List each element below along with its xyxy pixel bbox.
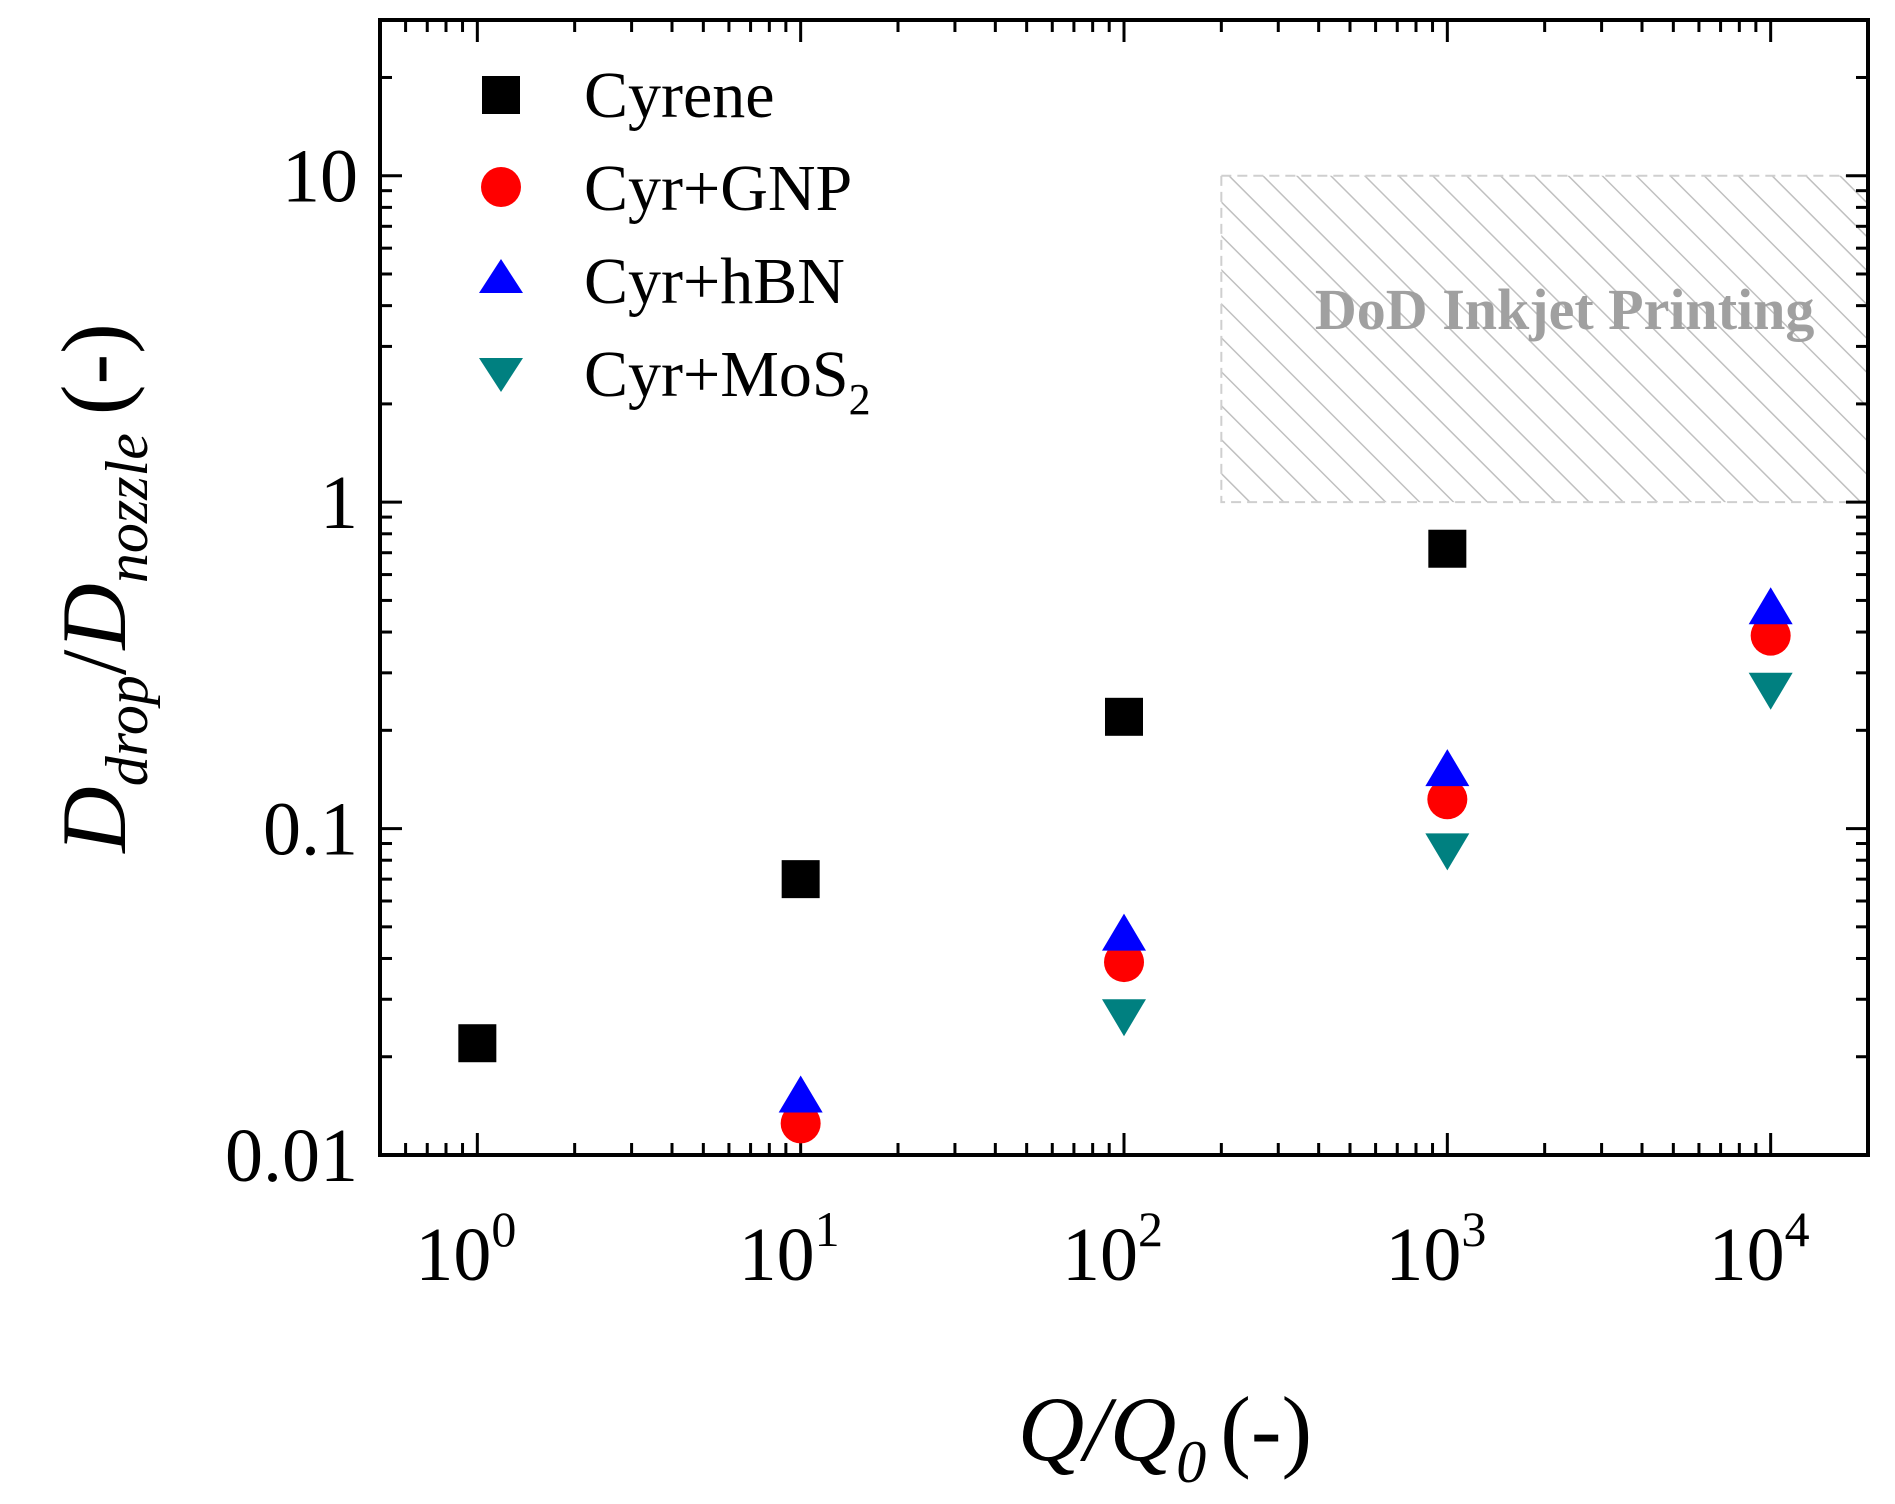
marker-cyr-hbn-10 bbox=[778, 1075, 823, 1113]
marker-cyr-hbn-100 bbox=[1102, 913, 1146, 951]
dod-region-hatch bbox=[1220, 174, 1870, 504]
legend-label-cyr-gnp: Cyr+GNP bbox=[584, 152, 852, 225]
y-tick-labels: 0.01 0.1 1 10 bbox=[225, 135, 358, 1198]
y-axis-title: Ddrop/Dnozzle(-) bbox=[43, 323, 160, 855]
marker-cyr-gnp-100 bbox=[1104, 942, 1144, 983]
x-tick-label-10^4: 104 bbox=[1709, 1201, 1810, 1297]
legend-marker-cyr-gnp bbox=[481, 167, 521, 207]
legend-label-cyr-hbn: Cyr+hBN bbox=[584, 245, 845, 318]
marker-cyr-mos-1000 bbox=[1425, 833, 1470, 871]
x-tick-label-10^2: 102 bbox=[1062, 1201, 1163, 1297]
legend: Cyrene Cyr+GNP Cyr+hBN Cyr+MoS2 bbox=[479, 59, 871, 424]
marker-cyrene-1000 bbox=[1428, 529, 1467, 568]
marker-cyrene-1 bbox=[458, 1024, 497, 1063]
y-tick-label-1: 1 bbox=[320, 461, 358, 545]
legend-marker-cyr-mos2 bbox=[479, 358, 523, 392]
y-tick-label-10: 10 bbox=[282, 135, 358, 219]
marker-cyr-hbn-10000 bbox=[1748, 587, 1793, 625]
x-tick-labels: 100 101 102 103 104 bbox=[415, 1201, 1809, 1297]
marker-cyrene-100 bbox=[1105, 697, 1143, 736]
legend-label-cyr-mos2: Cyr+MoS2 bbox=[584, 338, 871, 424]
data-markers bbox=[458, 529, 1793, 1144]
marker-cyr-mos-10000 bbox=[1748, 672, 1793, 710]
y-tick-label-0.01: 0.01 bbox=[225, 1114, 358, 1198]
legend-marker-cyr-hbn bbox=[479, 259, 523, 293]
legend-marker-cyrene bbox=[482, 76, 520, 114]
marker-cyr-gnp-10 bbox=[780, 1103, 821, 1144]
marker-cyr-gnp-10000 bbox=[1750, 615, 1791, 656]
dod-region-label: DoD Inkjet Printing bbox=[1315, 277, 1814, 342]
x-axis-title: Q/Q0 (-) bbox=[1018, 1378, 1312, 1495]
x-tick-label-10^1: 101 bbox=[739, 1201, 840, 1297]
marker-cyr-mos-100 bbox=[1102, 999, 1146, 1037]
marker-cyr-hbn-1000 bbox=[1425, 749, 1470, 787]
x-tick-label-10^0: 100 bbox=[415, 1201, 516, 1297]
dod-region: DoD Inkjet Printing bbox=[1220, 174, 1870, 504]
legend-label-cyrene: Cyrene bbox=[584, 59, 775, 132]
marker-cyrene-10 bbox=[781, 860, 820, 899]
y-tick-label-0.1: 0.1 bbox=[263, 788, 358, 872]
axis-ticks bbox=[378, 18, 1870, 1157]
marker-cyr-gnp-1000 bbox=[1427, 779, 1468, 820]
x-tick-label-10^3: 103 bbox=[1385, 1201, 1486, 1297]
